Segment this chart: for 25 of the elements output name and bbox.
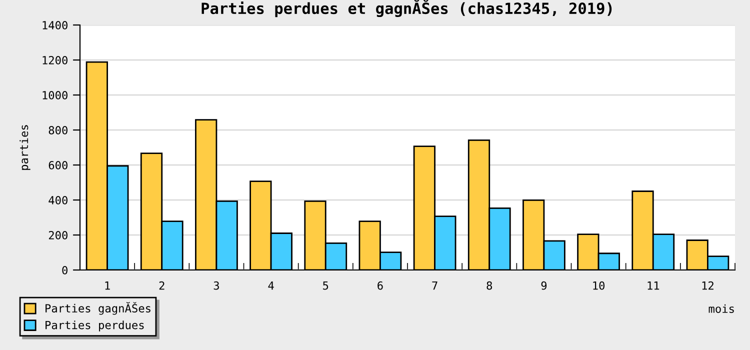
- x-tick-label: 5: [323, 282, 328, 290]
- x-tick-label: 12: [702, 281, 714, 290]
- y-tick-label: 200: [48, 231, 68, 240]
- x-tick-label: 7: [432, 282, 438, 290]
- x-tick-label: 11: [648, 282, 660, 290]
- y-tick-label: 1400: [42, 21, 68, 30]
- chart-title: Parties perdues et gagnĂŠes (chas12345, 2019): [202, 0, 612, 18]
- x-tick-label: 6: [378, 281, 383, 290]
- y-tick-label: 800: [48, 126, 68, 134]
- y-tick-label: 600: [48, 161, 68, 170]
- x-tick-label: 8: [486, 281, 492, 290]
- y-tick-label: 1000: [42, 91, 68, 100]
- x-tick-label: 10: [593, 281, 605, 290]
- legend-label: Parties gagnĂŠes: [46, 302, 150, 315]
- x-tick-label: 9: [541, 281, 547, 290]
- y-axis-title: parties: [20, 125, 30, 170]
- x-axis-title: mois: [708, 304, 734, 313]
- x-tick-label: 1: [105, 282, 110, 290]
- x-tick-label: 2: [159, 281, 164, 290]
- legend-label: Parties perdues: [46, 320, 144, 332]
- y-tick-label: 1200: [42, 56, 68, 64]
- x-tick-label: 4: [268, 282, 274, 290]
- y-tick-label: 0: [62, 266, 68, 274]
- y-tick-label: 400: [48, 196, 68, 204]
- x-tick-label: 3: [214, 281, 219, 290]
